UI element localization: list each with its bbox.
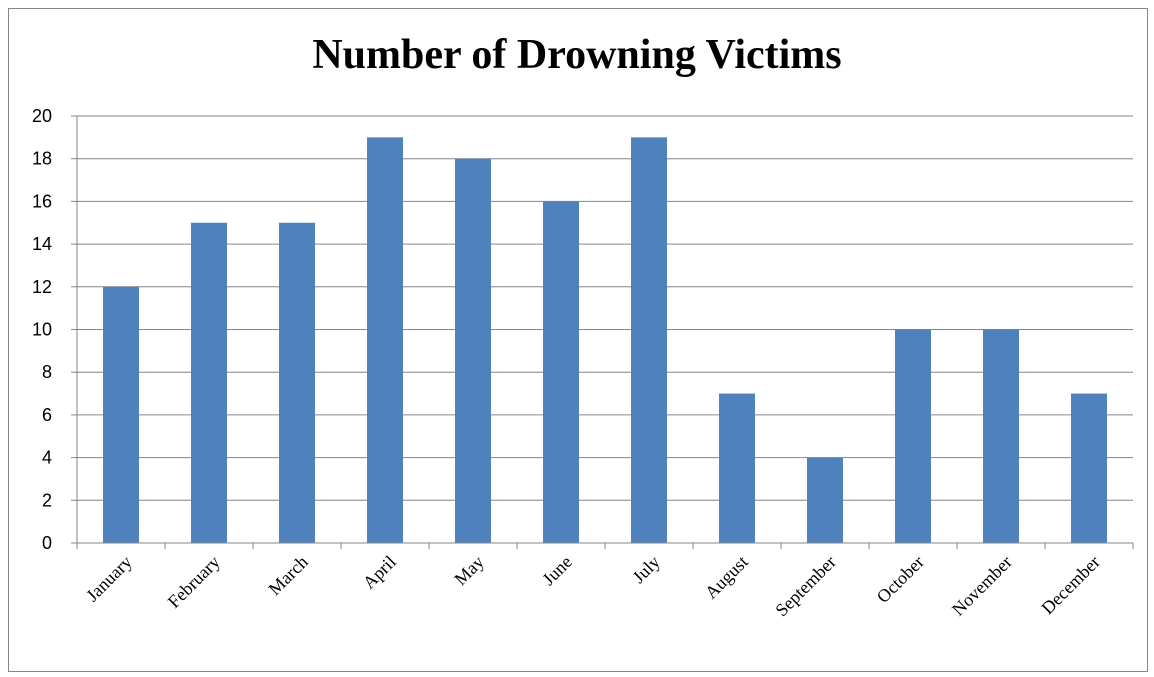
x-tick-label: November <box>948 552 1016 620</box>
y-tick-label: 2 <box>42 490 52 510</box>
bar-july <box>631 137 667 543</box>
y-tick-labels: 0 2 4 6 8 10 12 14 16 18 20 <box>32 106 52 553</box>
y-tick-label: 8 <box>42 362 52 382</box>
bar-june <box>543 201 579 543</box>
x-tick-label: December <box>1037 552 1103 618</box>
y-tick-label: 18 <box>32 149 52 169</box>
x-tick-label: September <box>771 552 840 621</box>
x-tick-label: October <box>873 552 928 607</box>
bars <box>103 137 1107 543</box>
bar-january <box>103 286 139 543</box>
x-tick-label: June <box>538 552 575 589</box>
bar-april <box>367 137 403 543</box>
gridlines <box>77 115 1133 501</box>
y-tick-label: 12 <box>32 277 52 297</box>
bar-march <box>279 222 315 543</box>
x-tick-label: July <box>628 552 663 587</box>
bar-september <box>807 457 843 543</box>
x-tick-label: February <box>164 552 224 612</box>
y-tick-label: 16 <box>32 191 52 211</box>
bar-may <box>455 158 491 543</box>
bar-november <box>983 329 1019 543</box>
bar-february <box>191 222 227 543</box>
y-tick-label: 20 <box>32 106 52 126</box>
x-tick-label: January <box>82 552 136 606</box>
x-tick-label: August <box>701 552 752 603</box>
x-tick-label: April <box>359 552 400 593</box>
x-tick-label: May <box>450 552 487 589</box>
y-tick-label: 0 <box>42 533 52 553</box>
y-tick-label: 10 <box>32 320 52 340</box>
axes <box>71 115 1134 549</box>
y-tick-label: 4 <box>42 448 52 468</box>
bar-december <box>1071 393 1107 543</box>
y-tick-label: 14 <box>32 234 52 254</box>
x-tick-labels: January February March April May June July Augu… <box>82 552 1104 621</box>
chart-title: Number of Drowning Victims <box>312 32 842 78</box>
y-tick-label: 6 <box>42 405 52 425</box>
bar-august <box>719 393 755 543</box>
x-tick-label: March <box>264 552 311 599</box>
bar-october <box>895 329 931 543</box>
